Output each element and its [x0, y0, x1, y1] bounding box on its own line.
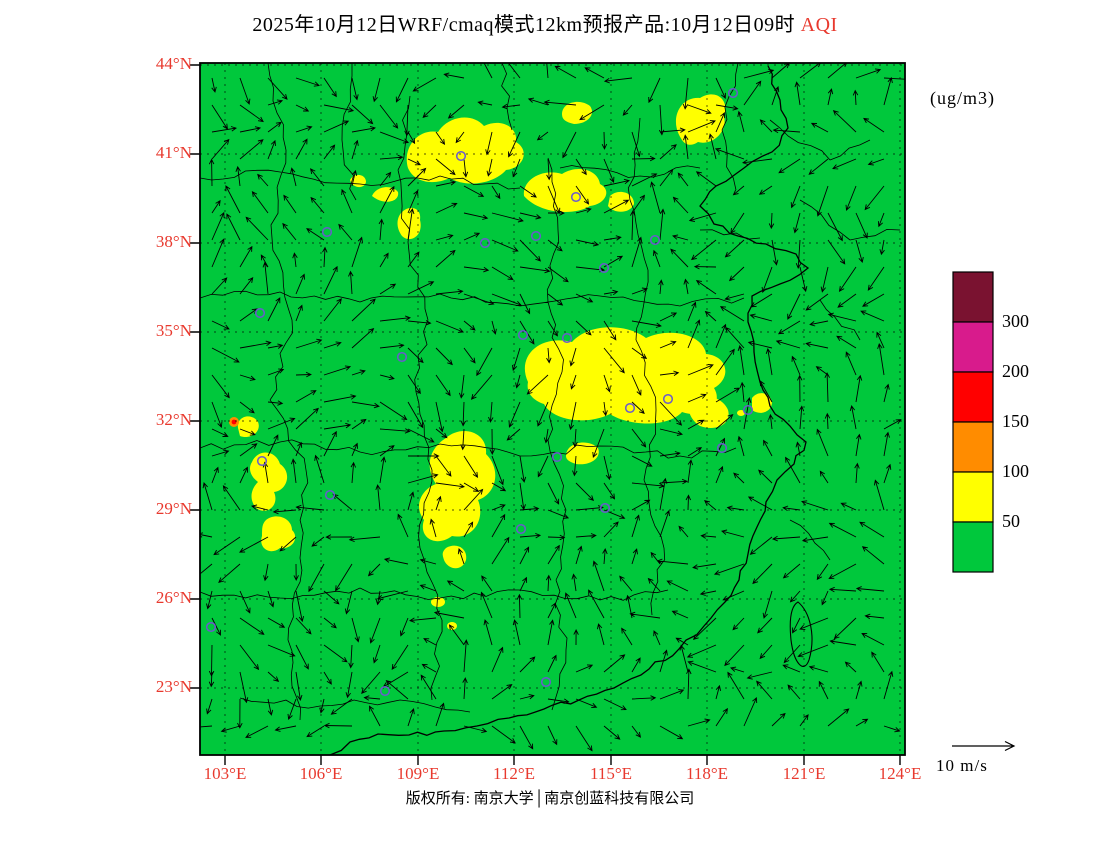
city-marker: [561, 332, 573, 344]
city-marker: [599, 502, 611, 514]
lon-label-115e: 115°E: [589, 764, 633, 783]
lon-label-112e: 112°E: [492, 764, 536, 783]
legend-swatch-0-50: [952, 521, 994, 573]
aqi-red-spot: [231, 419, 237, 425]
city-marker: [205, 621, 217, 633]
city-marker: [716, 442, 728, 454]
lon-label-103e: 103°E: [203, 764, 247, 783]
legend-label-200: 200: [1002, 361, 1029, 381]
legend-swatch-200-300: [952, 321, 994, 373]
legend-label-300: 300: [1002, 311, 1029, 331]
city-marker: [256, 455, 268, 467]
legend-label-150: 150: [1002, 411, 1029, 431]
city-marker: [515, 523, 527, 535]
city-marker: [649, 234, 661, 246]
city-marker: [324, 489, 336, 501]
lon-label-124e: 124°E: [878, 764, 922, 783]
city-marker: [727, 87, 739, 99]
page-title: 2025年10月12日WRF/cmaq模式12km预报产品:10月12日09时 …: [150, 8, 940, 37]
lat-label-23n: 23°N: [155, 677, 192, 696]
lat-label-35n: 35°N: [155, 321, 192, 340]
wind-scale-arrow-icon: [952, 740, 1016, 752]
city-marker: [570, 191, 582, 203]
city-marker: [455, 150, 467, 162]
lat-label-29n: 29°N: [155, 499, 192, 518]
legend-label-100: 100: [1002, 461, 1029, 481]
copyright-footer: 版权所有: 南京大学│南京创蓝科技有限公司: [405, 791, 695, 807]
city-marker: [551, 451, 563, 463]
lat-label-32n: 32°N: [155, 410, 192, 429]
city-marker: [379, 685, 391, 697]
city-marker: [540, 676, 552, 688]
city-marker: [662, 393, 674, 405]
legend-swatch-300plus: [952, 271, 994, 323]
legend-swatch-100-150: [952, 421, 994, 473]
units-label: (ug/m3): [930, 88, 995, 108]
title-pollutant: AQI: [800, 14, 838, 36]
city-marker: [517, 329, 529, 341]
legend-swatch-150-200: [952, 371, 994, 423]
lon-label-106e: 106°E: [299, 764, 343, 783]
lon-label-109e: 109°E: [396, 764, 440, 783]
title-main: 2025年10月12日WRF/cmaq模式12km预报产品:10月12日09时: [252, 14, 796, 36]
city-marker: [742, 404, 754, 416]
city-marker: [254, 307, 266, 319]
city-marker: [479, 237, 491, 249]
wind-arrows: [200, 63, 905, 752]
lon-label-121e: 121°E: [782, 764, 826, 783]
lat-label-41n: 41°N: [155, 143, 192, 162]
city-marker: [624, 402, 636, 414]
city-marker: [396, 351, 408, 363]
lon-label-118e: 118°E: [685, 764, 729, 783]
city-marker: [321, 226, 333, 238]
wind-scale-label: 10 m/s: [936, 756, 988, 775]
city-marker: [598, 262, 610, 274]
lat-label-26n: 26°N: [155, 588, 192, 607]
taiwan-outline: [789, 601, 813, 667]
city-markers: [205, 87, 754, 697]
city-marker: [530, 230, 542, 242]
lat-label-44n: 44°N: [155, 54, 192, 73]
legend-colorbar: [952, 271, 994, 573]
map-frame: [199, 62, 906, 756]
legend-label-50: 50: [1002, 511, 1020, 531]
coastline: [329, 65, 810, 755]
lat-label-38n: 38°N: [155, 232, 192, 251]
axis-ticks: [190, 64, 901, 765]
legend-swatch-50-100: [952, 471, 994, 523]
